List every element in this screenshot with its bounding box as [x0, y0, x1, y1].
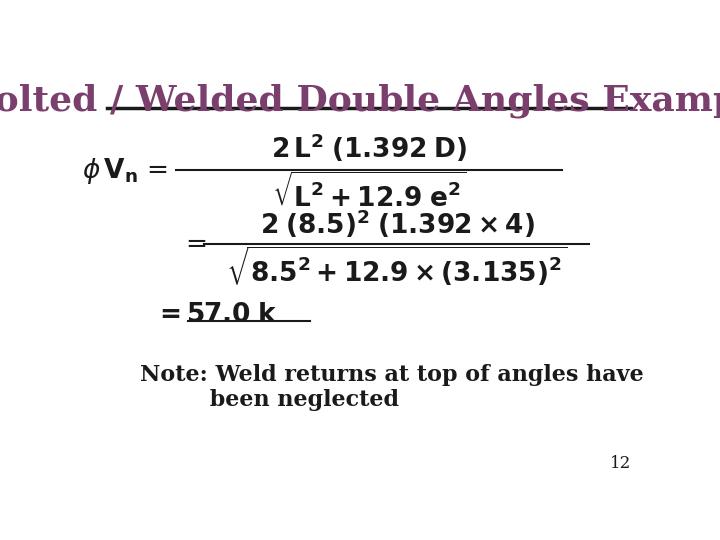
Text: Note: Weld returns at top of angles have: Note: Weld returns at top of angles have	[140, 363, 644, 386]
Text: $\mathbf{\sqrt{8.5^2 + 12.9 \times (3.135)^2}}$: $\mathbf{\sqrt{8.5^2 + 12.9 \times (3.13…	[226, 245, 567, 288]
Text: =: =	[185, 232, 207, 257]
Text: $\phi\,\mathbf{V_n}$ =: $\phi\,\mathbf{V_n}$ =	[82, 156, 168, 186]
Text: $\mathbf{= 57.0\;k}$: $\mathbf{= 57.0\;k}$	[154, 302, 278, 327]
Text: 12: 12	[610, 455, 631, 472]
Text: been neglected: been neglected	[140, 388, 399, 410]
Text: $\mathbf{2\;(8.5)^2\;(1.392 \times 4)}$: $\mathbf{2\;(8.5)^2\;(1.392 \times 4)}$	[259, 207, 534, 240]
Text: Bolted / Welded Double Angles Example: Bolted / Welded Double Angles Example	[0, 84, 720, 118]
Text: $\mathbf{2\,L^2\;(1.392\;D)}$: $\mathbf{2\,L^2\;(1.392\;D)}$	[271, 132, 467, 164]
Text: $\mathbf{\sqrt{L^2 + 12.9\;e^2}}$: $\mathbf{\sqrt{L^2 + 12.9\;e^2}}$	[272, 172, 466, 211]
